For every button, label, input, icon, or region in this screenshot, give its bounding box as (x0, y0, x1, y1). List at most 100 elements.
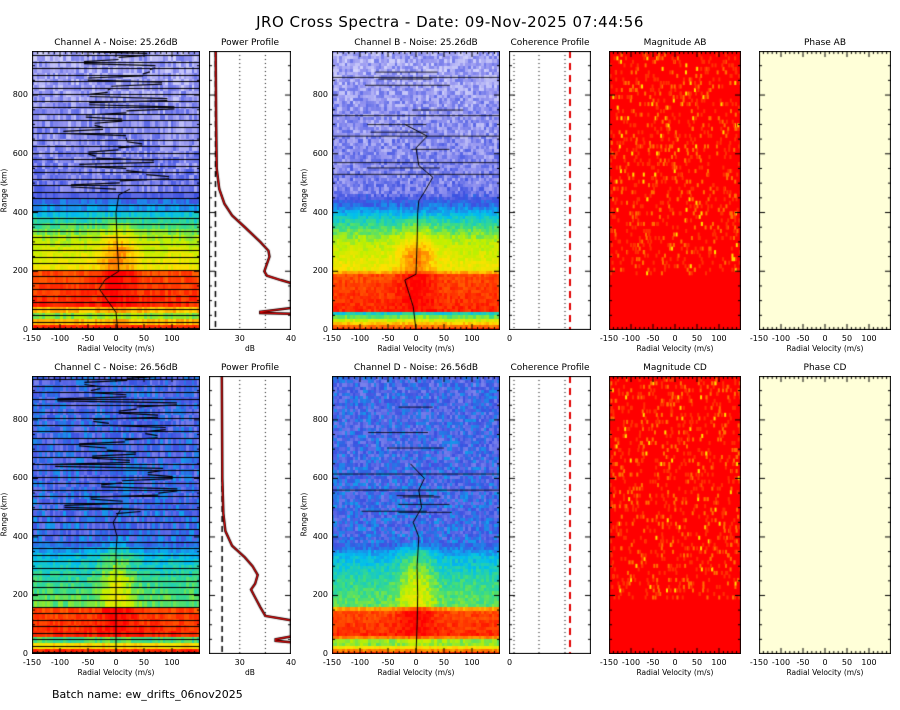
x-tick-label: -50 (381, 334, 395, 343)
x-tick-label: 50 (438, 658, 450, 667)
panel-title: Channel C - Noise: 26.56dB (54, 363, 178, 373)
panel-title: Coherence Profile (510, 363, 590, 373)
x-tick-label: 50 (691, 334, 703, 343)
x-tick-label: 0 (672, 658, 678, 667)
db-tick-label: 40 (285, 658, 297, 667)
mag-plot (609, 376, 741, 654)
y-tick-label: 600 (312, 473, 328, 483)
y-tick-label: 800 (312, 414, 328, 424)
y-tick-label: 400 (12, 531, 28, 541)
y-tick-label: 0 (22, 325, 28, 334)
x-tick-label: -50 (81, 334, 95, 343)
db-tick-label: 30 (234, 334, 245, 343)
x-tick-label: -150 (322, 334, 342, 343)
x-axis-label: Radial Velocity (m/s) (636, 668, 714, 677)
x-tick-label: 100 (164, 658, 180, 667)
panel-title: Phase CD (803, 363, 847, 373)
x-tick-label: -100 (621, 658, 641, 667)
spec-plot (332, 51, 500, 330)
panel-title: Power Profile (220, 363, 280, 373)
x-tick-label: -100 (771, 334, 791, 343)
x-tick-label: -50 (646, 658, 660, 667)
coherence-zero-label: 0 (507, 658, 513, 667)
x-tick-label: -50 (646, 334, 660, 343)
db-tick-label: 40 (285, 334, 297, 343)
y-tick-label: 800 (12, 414, 28, 424)
x-axis-label: Radial Velocity (m/s) (77, 344, 155, 353)
x-tick-label: -150 (322, 658, 342, 667)
y-tick-label: 400 (312, 207, 328, 217)
batch-name: Batch name: ew_drifts_06nov2025 (52, 688, 243, 701)
x-tick-label: -150 (749, 658, 769, 667)
x-tick-label: -50 (796, 334, 810, 343)
x-tick-label: 100 (164, 334, 180, 343)
coh-plot (509, 51, 591, 330)
x-tick-label: -150 (599, 658, 619, 667)
x-tick-label: 0 (672, 334, 678, 343)
x-tick-label: -100 (350, 334, 370, 343)
x-axis-label: Radial Velocity (m/s) (786, 668, 864, 677)
x-tick-label: -100 (771, 658, 791, 667)
x-tick-label: 50 (841, 334, 853, 343)
y-axis-label: Range (km) (299, 492, 309, 537)
spec-plot (332, 376, 500, 654)
x-tick-label: -100 (50, 334, 70, 343)
x-tick-label: 0 (822, 334, 828, 343)
x-tick-label: 100 (464, 658, 480, 667)
x-tick-label: 50 (841, 658, 853, 667)
x-axis-label: dB (245, 344, 255, 353)
pow-plot (209, 51, 291, 330)
x-tick-label: 0 (413, 658, 419, 667)
panel-title: Power Profile (220, 38, 280, 48)
y-tick-label: 600 (312, 148, 328, 158)
x-tick-label: -50 (381, 658, 395, 667)
x-tick-label: 0 (113, 334, 119, 343)
y-tick-label: 200 (12, 266, 28, 276)
x-tick-label: -150 (22, 658, 42, 667)
pha-plot (759, 51, 891, 330)
figure-title: JRO Cross Spectra - Date: 09-Nov-2025 07… (256, 13, 644, 31)
y-tick-label: 0 (322, 325, 328, 334)
x-tick-label: 50 (691, 658, 703, 667)
x-tick-label: -50 (81, 658, 95, 667)
y-tick-label: 800 (312, 90, 328, 100)
x-tick-label: 0 (413, 334, 419, 343)
x-tick-label: 100 (861, 334, 877, 343)
spec-plot (32, 376, 200, 654)
panel-title: Magnitude AB (643, 38, 707, 48)
x-axis-label: Radial Velocity (m/s) (377, 668, 455, 677)
panel-title: Channel D - Noise: 26.56dB (353, 363, 479, 373)
spec-plot (32, 51, 200, 330)
x-tick-label: 100 (711, 658, 727, 667)
x-axis-label: Radial Velocity (m/s) (377, 344, 455, 353)
pha-plot (759, 376, 891, 654)
y-tick-label: 200 (12, 590, 28, 600)
y-tick-label: 400 (12, 207, 28, 217)
y-tick-label: 200 (312, 266, 328, 276)
y-tick-label: 600 (12, 473, 28, 483)
x-tick-label: -50 (796, 658, 810, 667)
x-tick-label: 50 (438, 334, 450, 343)
x-axis-label: Radial Velocity (m/s) (786, 344, 864, 353)
x-axis-label: Radial Velocity (m/s) (636, 344, 714, 353)
panel-title: Channel A - Noise: 25.26dB (54, 38, 178, 48)
y-tick-label: 800 (12, 90, 28, 100)
x-tick-label: 50 (138, 658, 150, 667)
db-tick-label: 30 (234, 658, 245, 667)
panel-title: Magnitude CD (643, 363, 707, 373)
panel-title: Phase AB (803, 38, 847, 48)
x-tick-label: -150 (749, 334, 769, 343)
x-tick-label: 100 (464, 334, 480, 343)
y-tick-label: 0 (322, 649, 328, 658)
x-tick-label: 100 (861, 658, 877, 667)
x-tick-label: 100 (711, 334, 727, 343)
y-tick-label: 400 (312, 531, 328, 541)
x-axis-label: Radial Velocity (m/s) (77, 668, 155, 677)
x-tick-label: 0 (822, 658, 828, 667)
panel-title: Channel B - Noise: 25.26dB (354, 38, 478, 48)
coherence-zero-label: 0 (507, 334, 513, 343)
x-tick-label: 50 (138, 334, 150, 343)
x-tick-label: 0 (113, 658, 119, 667)
y-axis-label: Range (km) (0, 492, 9, 537)
